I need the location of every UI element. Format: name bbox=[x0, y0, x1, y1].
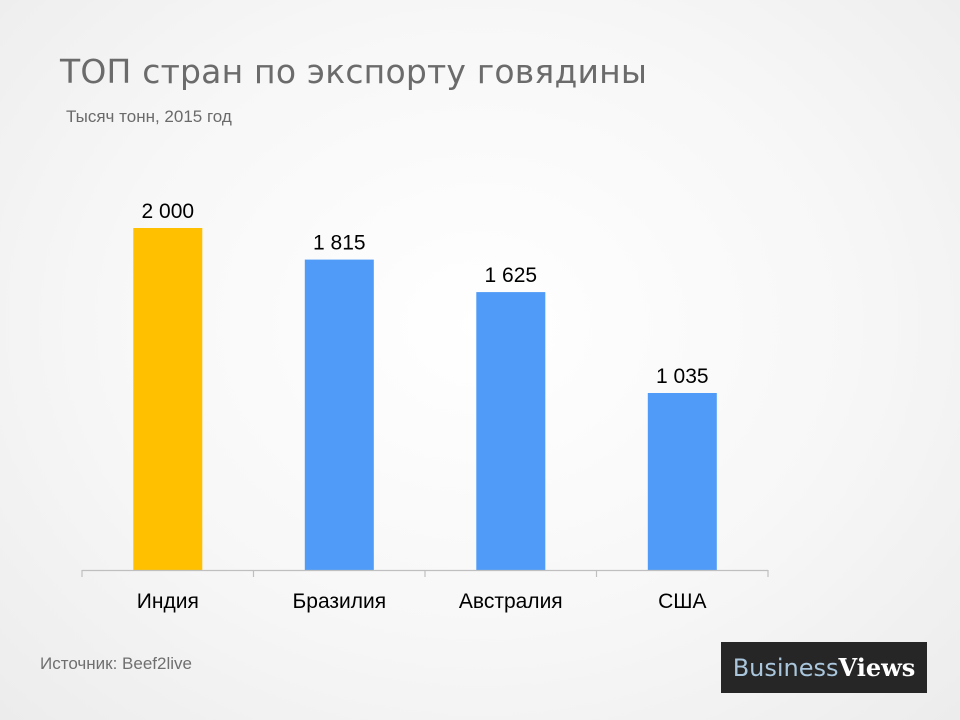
value-label-1: 2 000 bbox=[142, 200, 195, 223]
businessviews-logo: Business Views bbox=[721, 642, 927, 693]
logo-text-business: Business bbox=[732, 653, 839, 682]
bar-4 bbox=[647, 393, 717, 570]
category-label-3: Австралия bbox=[459, 590, 563, 613]
chart-subtitle: Тысяч тонн, 2015 год bbox=[66, 107, 232, 126]
value-label-2: 1 815 bbox=[313, 232, 366, 255]
category-label-4: США bbox=[658, 590, 706, 613]
category-label-1: Индия bbox=[137, 590, 199, 613]
bar-2 bbox=[304, 259, 374, 570]
bar-1 bbox=[133, 228, 203, 570]
chart-title: ТОП стран по экспорту говядины bbox=[60, 52, 648, 91]
logo-text-views: Views bbox=[838, 653, 916, 682]
bar-3 bbox=[476, 292, 546, 570]
category-label-2: Бразилия bbox=[292, 590, 386, 613]
value-label-3: 1 625 bbox=[485, 264, 538, 287]
source-note: Источник: Beef2live bbox=[40, 654, 192, 673]
value-label-4: 1 035 bbox=[656, 365, 709, 388]
